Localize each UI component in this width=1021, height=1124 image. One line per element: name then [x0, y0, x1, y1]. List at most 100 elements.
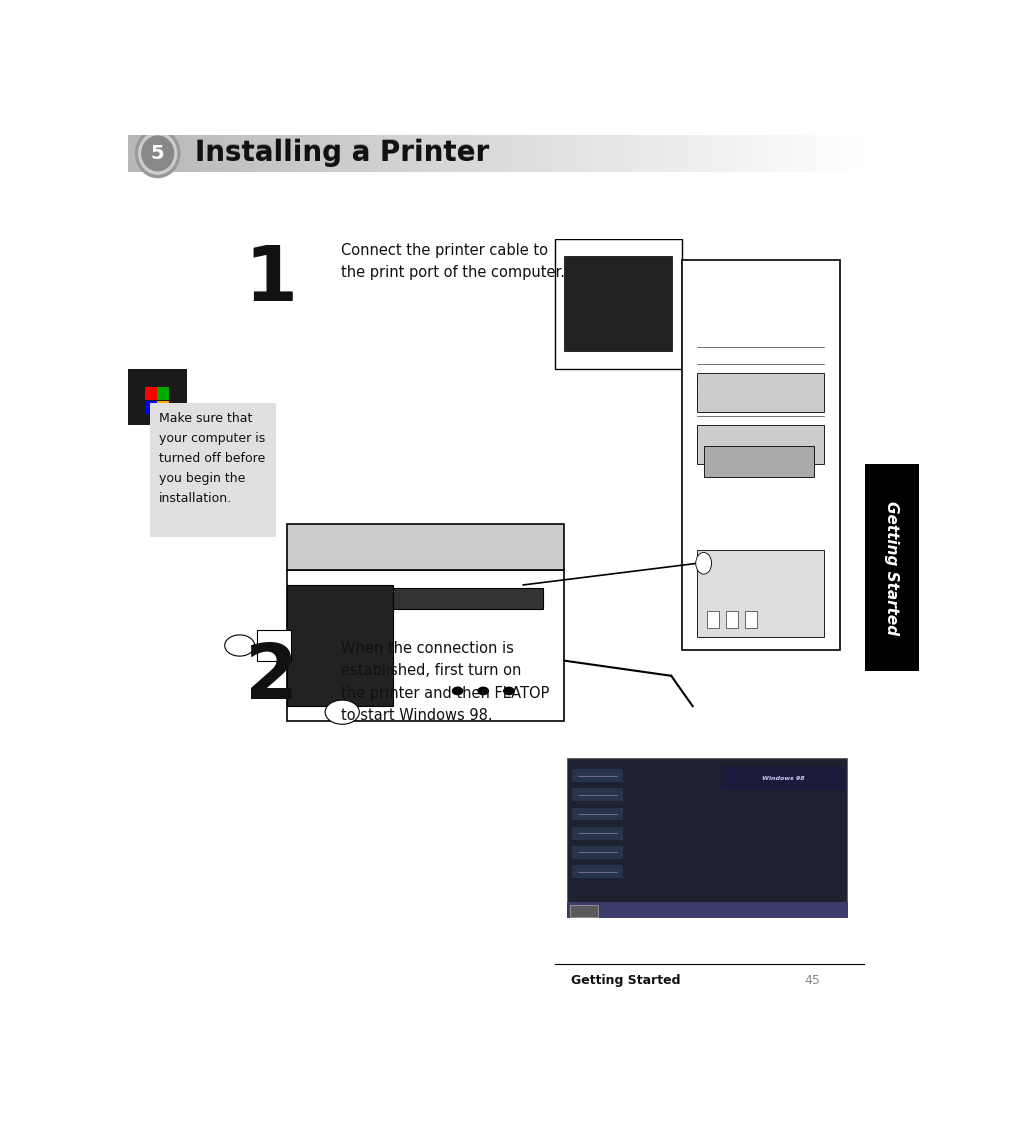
- Bar: [775, 135, 783, 172]
- Bar: [348, 135, 356, 172]
- Bar: [150, 135, 158, 172]
- Bar: [761, 135, 769, 172]
- Bar: [805, 135, 813, 172]
- Bar: [474, 135, 482, 172]
- Bar: [142, 135, 150, 172]
- Bar: [164, 135, 173, 172]
- Bar: [304, 135, 312, 172]
- Bar: [253, 135, 261, 172]
- Bar: [518, 135, 526, 172]
- Bar: [827, 135, 835, 172]
- Bar: [532, 135, 540, 172]
- Bar: [540, 135, 548, 172]
- Bar: [488, 135, 496, 172]
- Bar: [525, 135, 533, 172]
- Bar: [392, 135, 400, 172]
- Bar: [605, 135, 614, 172]
- Bar: [562, 135, 570, 172]
- Bar: [510, 135, 519, 172]
- Text: Installing a Printer: Installing a Printer: [195, 139, 489, 167]
- Bar: [790, 135, 798, 172]
- Bar: [812, 135, 820, 172]
- Text: 2: 2: [245, 641, 298, 715]
- Bar: [665, 135, 673, 172]
- Bar: [179, 135, 187, 172]
- Bar: [275, 135, 283, 172]
- Bar: [797, 135, 806, 172]
- Bar: [717, 135, 725, 172]
- Bar: [834, 135, 842, 172]
- Text: Getting Started: Getting Started: [571, 975, 680, 987]
- Bar: [701, 135, 710, 172]
- Bar: [260, 135, 269, 172]
- Bar: [437, 135, 445, 172]
- Bar: [768, 135, 776, 172]
- Bar: [841, 135, 849, 172]
- Bar: [738, 135, 746, 172]
- Bar: [194, 135, 202, 172]
- Circle shape: [139, 133, 177, 174]
- Bar: [820, 135, 827, 172]
- Bar: [694, 135, 702, 172]
- Bar: [614, 135, 622, 172]
- Bar: [135, 135, 143, 172]
- Bar: [238, 135, 246, 172]
- Bar: [598, 135, 606, 172]
- Bar: [547, 135, 555, 172]
- Bar: [157, 135, 165, 172]
- Bar: [687, 135, 695, 172]
- Bar: [621, 135, 629, 172]
- Bar: [481, 135, 489, 172]
- Bar: [334, 135, 342, 172]
- Text: 45: 45: [805, 975, 820, 987]
- Bar: [467, 135, 475, 172]
- Bar: [341, 135, 349, 172]
- Bar: [150, 404, 277, 537]
- Bar: [658, 135, 666, 172]
- Bar: [444, 135, 452, 172]
- Text: When the connection is
established, first turn on
the printer and then FLATOP
to: When the connection is established, firs…: [341, 641, 549, 723]
- Bar: [245, 135, 253, 172]
- Bar: [865, 464, 919, 671]
- Bar: [753, 135, 762, 172]
- Bar: [554, 135, 563, 172]
- Circle shape: [136, 129, 180, 178]
- Text: Installing a Printer: Installing a Printer: [195, 138, 489, 166]
- Bar: [495, 135, 503, 172]
- Bar: [569, 135, 577, 172]
- Bar: [187, 135, 195, 172]
- Bar: [731, 135, 739, 172]
- Text: 1: 1: [245, 243, 298, 317]
- Bar: [628, 135, 636, 172]
- Bar: [422, 135, 430, 172]
- Bar: [400, 135, 408, 172]
- Text: Getting Started: Getting Started: [884, 500, 900, 635]
- Bar: [327, 135, 335, 172]
- Bar: [415, 135, 423, 172]
- Bar: [745, 135, 753, 172]
- Text: 5: 5: [151, 144, 164, 163]
- Bar: [680, 135, 688, 172]
- Bar: [584, 135, 592, 172]
- Bar: [577, 135, 585, 172]
- Bar: [128, 369, 187, 425]
- Bar: [643, 135, 651, 172]
- Bar: [407, 135, 416, 172]
- Bar: [378, 135, 386, 172]
- Bar: [128, 135, 136, 172]
- Bar: [385, 135, 393, 172]
- Bar: [157, 401, 168, 414]
- Bar: [145, 388, 156, 400]
- Bar: [672, 135, 680, 172]
- Bar: [451, 135, 459, 172]
- Bar: [371, 135, 379, 172]
- Circle shape: [142, 136, 174, 171]
- Bar: [297, 135, 305, 172]
- Bar: [224, 135, 232, 172]
- Bar: [782, 135, 790, 172]
- Bar: [157, 388, 168, 400]
- Bar: [208, 135, 216, 172]
- Text: Make sure that
your computer is
turned off before
you begin the
installation.: Make sure that your computer is turned o…: [159, 411, 265, 505]
- Bar: [311, 135, 320, 172]
- Bar: [650, 135, 659, 172]
